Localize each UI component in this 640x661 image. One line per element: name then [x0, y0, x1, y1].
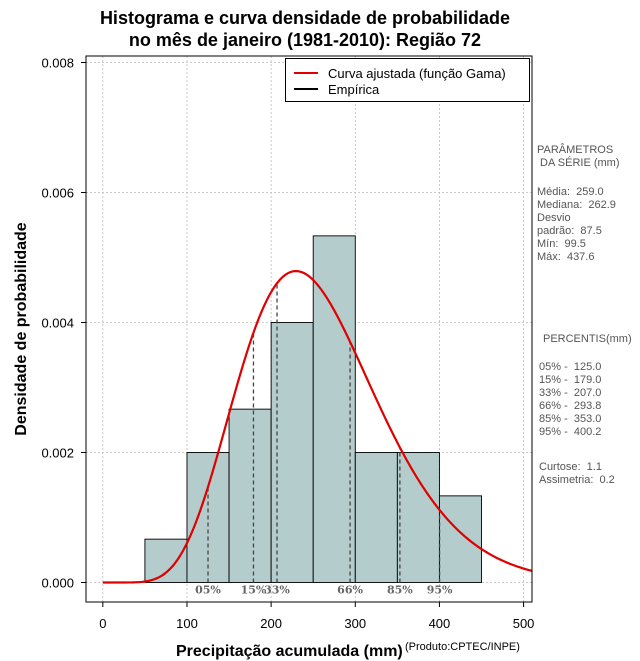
moments-values: Curtose: 1.1 Assimetria: 0.2	[539, 461, 615, 486]
histogram-bar	[270, 322, 314, 583]
chart-title-line1: Histograma e curva densidade de probabil…	[99, 8, 511, 28]
x-axis: 0 100 200 300 400 500	[99, 602, 534, 631]
x-tick-label: 400	[429, 616, 451, 631]
percentile-lines	[207, 283, 441, 583]
y-tick-label: 0.008	[41, 56, 74, 71]
percentile-label: 33%	[264, 584, 290, 597]
x-tick-label: 200	[260, 616, 282, 631]
y-tick-label: 0.000	[41, 576, 74, 591]
histogram-bar	[312, 235, 356, 583]
percentis-header: PERCENTIS(mm)	[543, 333, 632, 345]
legend-item-curve: Curva ajustada (função Gama)	[294, 65, 506, 81]
x-tick-label: 100	[176, 616, 198, 631]
percentile-label: 85%	[387, 584, 413, 597]
histogram-bar	[438, 495, 482, 583]
legend-swatch-empirical	[294, 88, 318, 90]
x-axis-label: Precipitação acumulada (mm)	[176, 643, 403, 660]
params-values: Média: 259.0 Mediana: 262.9 Desvio padrã…	[537, 186, 616, 263]
percentile-labels: 05% 15%33% 66% 85% 95%	[195, 584, 453, 597]
legend-label-curve: Curva ajustada (função Gama)	[328, 65, 506, 81]
histogram-bar	[354, 452, 398, 583]
plot-frame	[85, 55, 533, 603]
product-credit: (Produto:CPTEC/INPE)	[405, 641, 520, 653]
chart-title-line2: no mês de janeiro (1981-2010): Região 72	[128, 30, 482, 50]
histogram-bars	[144, 235, 482, 583]
y-axis-label: Densidade de probabilidade	[13, 222, 30, 436]
x-tick-label: 500	[513, 616, 535, 631]
percentile-label: 95%	[427, 584, 453, 597]
legend-item-empirical: Empírica	[294, 81, 379, 97]
histogram-bar	[144, 538, 188, 583]
y-tick-label: 0.006	[41, 186, 74, 201]
percentile-label: 66%	[337, 584, 363, 597]
y-axis: 0.000 0.002 0.004 0.006 0.008	[41, 56, 86, 591]
gamma-curve	[102, 269, 533, 584]
histogram-bar	[228, 408, 272, 583]
params-header: PARÂMETROS DA SÉRIE (mm)	[537, 144, 620, 169]
x-tick-label: 0	[99, 616, 106, 631]
percentile-label: 15%	[241, 584, 267, 597]
y-tick-label: 0.004	[41, 316, 74, 331]
legend-swatch-curve	[294, 72, 318, 74]
x-tick-label: 300	[344, 616, 366, 631]
percentis-values: 05% - 125.0 15% - 179.0 33% - 207.0 66% …	[539, 361, 602, 438]
histogram-bar	[396, 452, 440, 583]
y-tick-label: 0.002	[41, 446, 74, 461]
legend: Curva ajustada (função Gama) Empírica	[285, 58, 530, 102]
legend-label-empirical: Empírica	[328, 81, 380, 97]
percentile-label: 05%	[195, 584, 221, 597]
